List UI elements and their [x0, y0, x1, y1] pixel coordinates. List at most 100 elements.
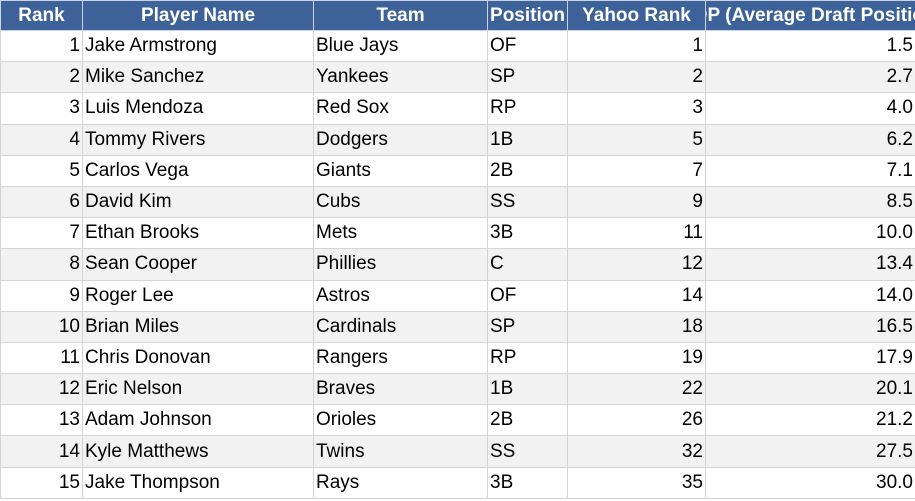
column-header: Rank	[0, 0, 83, 31]
column-header: Yahoo Rank	[567, 0, 706, 31]
table-body: 1 Jake Armstrong Blue Jays OF 1 1.5 2 Mike Sanc…	[0, 29, 915, 499]
cell: Kyle Matthews	[82, 435, 314, 468]
cell: Rangers	[313, 341, 488, 375]
cell: Jake Thompson	[82, 466, 314, 499]
cell: 35	[567, 466, 706, 499]
cell: 10	[0, 310, 83, 343]
cell: 3	[567, 92, 706, 125]
cell: 1	[0, 29, 83, 63]
cell: 17.9	[705, 341, 915, 375]
table-row: 9 Roger Lee Astros OF 14 14.0	[0, 279, 915, 312]
cell: 7.1	[705, 154, 915, 187]
table-row: 7 Ethan Brooks Mets 3B 11 10.0	[0, 217, 915, 250]
table-row: 10 Brian Miles Cardinals SP 18 16.5	[0, 310, 915, 343]
cell: Red Sox	[313, 92, 488, 125]
cell: SP	[487, 310, 568, 343]
cell: 12	[567, 248, 706, 281]
cell: 11	[567, 217, 706, 250]
cell: 2	[567, 61, 706, 94]
cell: Yankees	[313, 61, 488, 94]
cell: 1B	[487, 373, 568, 406]
cell: RP	[487, 341, 568, 375]
table-row: 11 Chris Donovan Rangers RP 19 17.9	[0, 341, 915, 375]
table-row: 6 David Kim Cubs SS 9 8.5	[0, 185, 915, 219]
cell: 4.0	[705, 92, 915, 125]
cell: Tommy Rivers	[82, 123, 314, 156]
cell: Sean Cooper	[82, 248, 314, 281]
cell: 8.5	[705, 185, 915, 219]
table-row: 12 Eric Nelson Braves 1B 22 20.1	[0, 373, 915, 406]
cell: SS	[487, 435, 568, 468]
cell: 6	[0, 185, 83, 219]
cell: 2.7	[705, 61, 915, 94]
cell: Cubs	[313, 185, 488, 219]
cell: SS	[487, 185, 568, 219]
cell: 2	[0, 61, 83, 94]
cell: 14	[0, 435, 83, 468]
cell: 7	[0, 217, 83, 250]
cell: Eric Nelson	[82, 373, 314, 406]
cell: 2B	[487, 404, 568, 437]
cell: 21.2	[705, 404, 915, 437]
cell: 1	[567, 29, 706, 63]
cell: Rays	[313, 466, 488, 499]
cell: Cardinals	[313, 310, 488, 343]
cell: 14	[567, 279, 706, 312]
cell: 20.1	[705, 373, 915, 406]
cell: Phillies	[313, 248, 488, 281]
cell: Dodgers	[313, 123, 488, 156]
cell: 18	[567, 310, 706, 343]
cell: OF	[487, 29, 568, 63]
cell: 5	[0, 154, 83, 187]
cell: Luis Mendoza	[82, 92, 314, 125]
cell: Astros	[313, 279, 488, 312]
cell: 14.0	[705, 279, 915, 312]
table-row: 13 Adam Johnson Orioles 2B 26 21.2	[0, 404, 915, 437]
table-row: 15 Jake Thompson Rays 3B 35 30.0	[0, 466, 915, 499]
cell: OF	[487, 279, 568, 312]
column-header-text: ADP (Average Draft Position)	[707, 4, 915, 26]
cell: 26	[567, 404, 706, 437]
table-row: 2 Mike Sanchez Yankees SP 2 2.7	[0, 61, 915, 94]
table-row: 1 Jake Armstrong Blue Jays OF 1 1.5	[0, 29, 915, 63]
table-row: 4 Tommy Rivers Dodgers 1B 5 6.2	[0, 123, 915, 156]
cell: 1.5	[705, 29, 915, 63]
cell: 9	[567, 185, 706, 219]
cell: 11	[0, 341, 83, 375]
cell: Braves	[313, 373, 488, 406]
cell: 10.0	[705, 217, 915, 250]
cell: C	[487, 248, 568, 281]
cell: 13	[0, 404, 83, 437]
cell: 30.0	[705, 466, 915, 499]
cell: 5	[567, 123, 706, 156]
cell: 12	[0, 373, 83, 406]
column-header: Position	[487, 0, 568, 31]
cell: 7	[567, 154, 706, 187]
table-row: 5 Carlos Vega Giants 2B 7 7.1	[0, 154, 915, 187]
cell: Mets	[313, 217, 488, 250]
cell: Twins	[313, 435, 488, 468]
cell: Brian Miles	[82, 310, 314, 343]
cell: 6.2	[705, 123, 915, 156]
cell: 16.5	[705, 310, 915, 343]
cell: 3B	[487, 217, 568, 250]
cell: SP	[487, 61, 568, 94]
cell: 9	[0, 279, 83, 312]
cell: 3B	[487, 466, 568, 499]
cell: 32	[567, 435, 706, 468]
cell: Blue Jays	[313, 29, 488, 63]
cell: Chris Donovan	[82, 341, 314, 375]
cell: Ethan Brooks	[82, 217, 314, 250]
cell: Mike Sanchez	[82, 61, 314, 94]
column-header: ADP (Average Draft Position)	[705, 0, 915, 31]
cell: 8	[0, 248, 83, 281]
cell: Roger Lee	[82, 279, 314, 312]
table-row: 3 Luis Mendoza Red Sox RP 3 4.0	[0, 92, 915, 125]
cell: 1B	[487, 123, 568, 156]
cell: RP	[487, 92, 568, 125]
cell: 27.5	[705, 435, 915, 468]
cell: Giants	[313, 154, 488, 187]
